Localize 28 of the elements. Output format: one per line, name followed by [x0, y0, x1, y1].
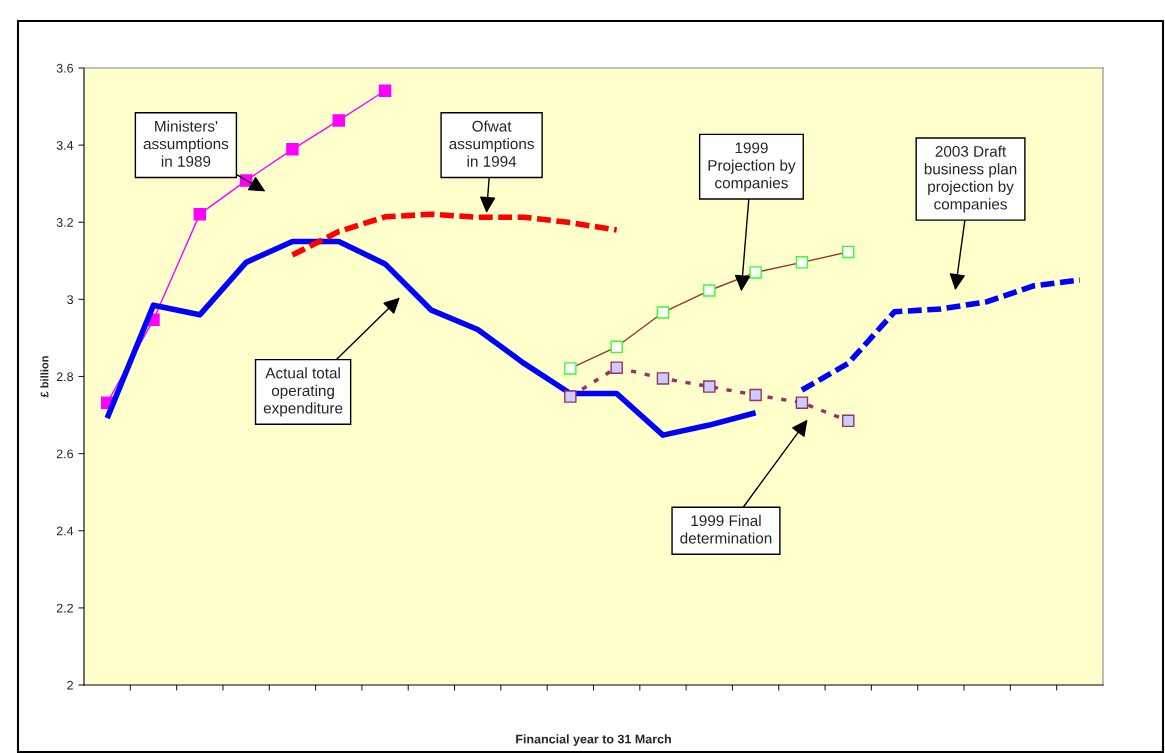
annotation: 2003 Draft business plan projection by companies [924, 145, 1017, 213]
y-tick-label: 3.4 [56, 140, 74, 150]
y-tick-label: 2.6 [56, 449, 74, 459]
y-tick-label: 2.8 [56, 372, 74, 382]
point [286, 143, 299, 156]
point [193, 207, 207, 221]
annotation: 1999 Projection by companies [708, 142, 796, 192]
y-tick-label: 2.4 [56, 526, 74, 536]
annotation: Actual total operating expenditure [263, 367, 343, 417]
point [564, 390, 577, 403]
x-axis-title: Financial year to 31 March [516, 734, 671, 746]
point [378, 84, 392, 98]
point [332, 114, 346, 127]
y-axis-title: £ billion [40, 356, 49, 398]
point [703, 380, 716, 393]
y-tick-label: 3.2 [56, 218, 73, 227]
point [749, 388, 762, 402]
point [656, 372, 670, 385]
annotation: Ofwat assumptions in 1994 [449, 120, 534, 167]
annotation: 1999 Final determination [680, 514, 772, 544]
y-tick-label: 2.2 [56, 603, 73, 613]
annotation: Ministers' assumptions in 1989 [143, 120, 229, 167]
y-tick-label: 2 [67, 680, 73, 690]
point [841, 414, 855, 428]
y-tick-label: 3 [67, 295, 74, 305]
y-tick-label: 3.6 [56, 63, 74, 73]
point [795, 396, 809, 409]
point [610, 361, 623, 374]
